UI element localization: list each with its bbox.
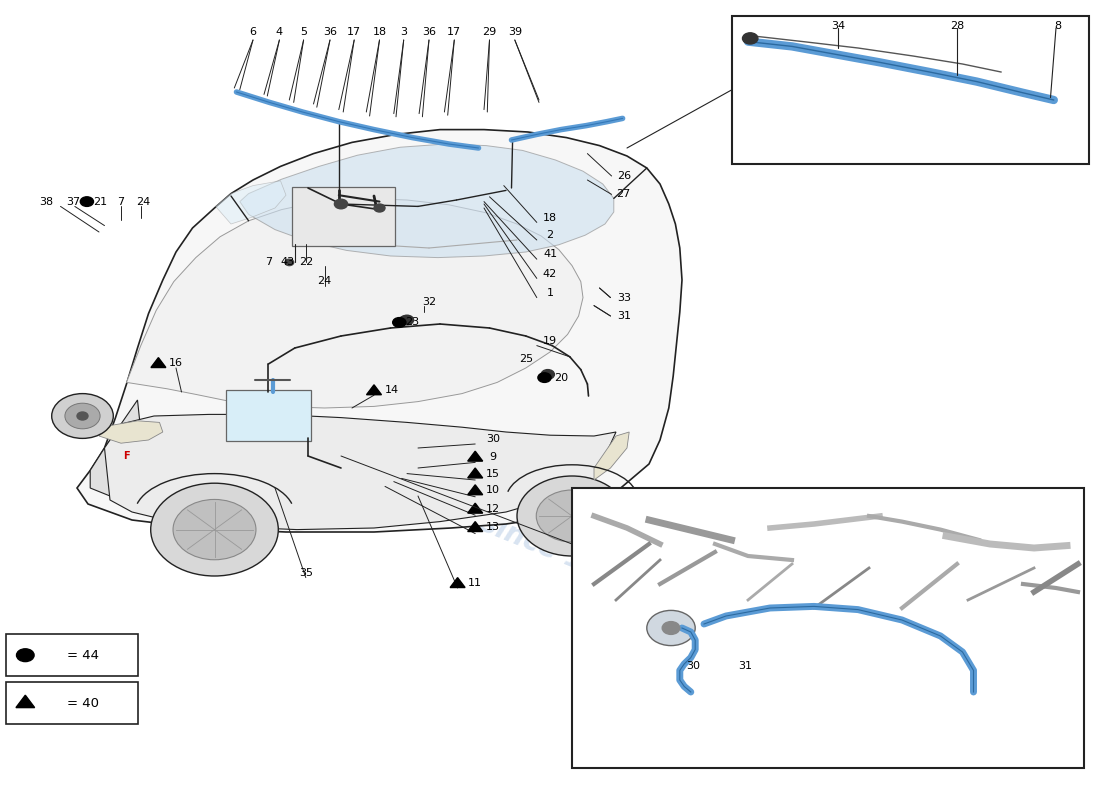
Text: 6: 6: [250, 27, 256, 37]
Circle shape: [538, 373, 551, 382]
Polygon shape: [468, 522, 483, 531]
Text: 21: 21: [94, 197, 107, 206]
Text: 26: 26: [617, 171, 630, 181]
Circle shape: [662, 622, 680, 634]
Bar: [6, 634, 138, 676]
Circle shape: [77, 412, 88, 420]
Text: 27: 27: [617, 190, 630, 199]
Circle shape: [541, 370, 554, 379]
Text: 13: 13: [486, 522, 499, 532]
Text: = 44: = 44: [66, 649, 99, 662]
FancyBboxPatch shape: [292, 187, 395, 246]
Polygon shape: [90, 400, 143, 496]
Text: 7: 7: [265, 258, 272, 267]
Circle shape: [374, 204, 385, 212]
Polygon shape: [151, 358, 166, 367]
Text: F: F: [123, 451, 130, 461]
Text: 7: 7: [118, 197, 124, 206]
Circle shape: [537, 490, 607, 542]
Bar: [572, 488, 1084, 768]
Polygon shape: [450, 578, 465, 587]
Text: 25: 25: [519, 354, 532, 364]
Text: 1: 1: [547, 288, 553, 298]
Text: 10: 10: [486, 486, 499, 495]
Text: 11: 11: [469, 578, 482, 588]
Text: 3: 3: [400, 27, 407, 37]
Text: 8: 8: [1055, 21, 1061, 30]
Polygon shape: [126, 198, 583, 408]
Polygon shape: [104, 414, 616, 530]
Circle shape: [647, 610, 695, 646]
Text: 31: 31: [738, 662, 751, 671]
Circle shape: [334, 199, 348, 209]
Text: 24: 24: [136, 197, 150, 206]
Text: 17: 17: [448, 27, 461, 37]
Polygon shape: [99, 421, 163, 443]
Text: 36: 36: [422, 27, 436, 37]
Bar: [6, 682, 138, 724]
Text: 15: 15: [486, 469, 499, 478]
Text: a passion for parts since 1985: a passion for parts since 1985: [194, 394, 642, 598]
Text: 19: 19: [543, 336, 557, 346]
Text: 32: 32: [422, 298, 436, 307]
Text: 34: 34: [832, 21, 845, 30]
Text: 28: 28: [950, 21, 964, 30]
Text: 24: 24: [318, 276, 331, 286]
Circle shape: [393, 318, 406, 327]
Text: 33: 33: [617, 293, 630, 302]
Text: 42: 42: [543, 269, 557, 278]
Text: 41: 41: [543, 250, 557, 259]
Text: 30: 30: [686, 662, 700, 671]
Circle shape: [16, 649, 34, 662]
Text: 31: 31: [617, 311, 630, 321]
Text: 4: 4: [276, 27, 283, 37]
Circle shape: [65, 403, 100, 429]
Circle shape: [52, 394, 113, 438]
Circle shape: [151, 483, 278, 576]
Text: EPC: EPC: [226, 283, 390, 357]
Text: 9: 9: [490, 452, 496, 462]
Polygon shape: [468, 451, 483, 461]
Text: 18: 18: [373, 27, 386, 37]
FancyBboxPatch shape: [226, 390, 311, 441]
Polygon shape: [594, 432, 629, 480]
Polygon shape: [15, 695, 35, 708]
Text: 38: 38: [40, 197, 53, 206]
Text: 36: 36: [323, 27, 337, 37]
Polygon shape: [240, 144, 614, 258]
Circle shape: [173, 499, 256, 560]
Polygon shape: [468, 503, 483, 513]
Bar: [732, 16, 1089, 164]
Text: 37: 37: [67, 197, 80, 206]
Text: 43: 43: [280, 258, 294, 267]
Circle shape: [517, 476, 627, 556]
Circle shape: [285, 259, 294, 266]
Text: 18: 18: [543, 213, 557, 222]
Text: 23: 23: [406, 318, 419, 327]
Text: 20: 20: [554, 373, 568, 382]
Polygon shape: [366, 385, 382, 394]
Text: 39: 39: [508, 27, 521, 37]
Polygon shape: [77, 130, 682, 532]
Circle shape: [400, 315, 414, 325]
Text: 22: 22: [299, 258, 312, 267]
Text: 30: 30: [486, 434, 499, 444]
Text: 16: 16: [169, 358, 183, 368]
Text: 35: 35: [299, 568, 312, 578]
Polygon shape: [468, 468, 483, 478]
Polygon shape: [468, 485, 483, 494]
Polygon shape: [216, 181, 286, 224]
Text: 5: 5: [300, 27, 307, 37]
Text: 2: 2: [547, 230, 553, 240]
Text: 14: 14: [385, 386, 398, 395]
Circle shape: [399, 316, 410, 324]
Circle shape: [742, 33, 758, 44]
Text: = 40: = 40: [66, 697, 99, 710]
Circle shape: [80, 197, 94, 206]
Text: 12: 12: [486, 504, 499, 514]
Text: 29: 29: [483, 27, 496, 37]
Text: 17: 17: [348, 27, 361, 37]
